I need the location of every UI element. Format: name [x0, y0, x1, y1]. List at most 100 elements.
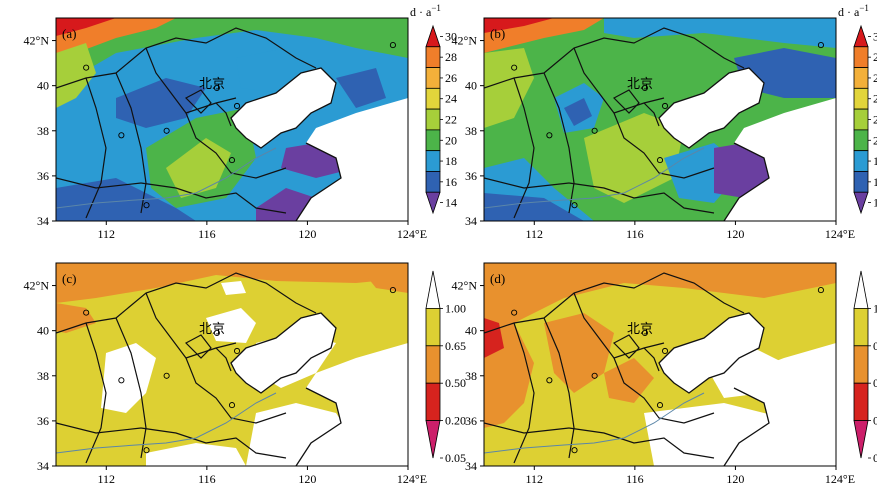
colorbar-swatch	[425, 46, 441, 68]
station-marker	[511, 309, 518, 316]
colorbar-swatch	[425, 108, 441, 131]
station-marker	[656, 402, 664, 409]
station-marker	[83, 64, 90, 71]
yellow-river	[484, 392, 705, 454]
station-marker	[228, 402, 236, 409]
map-area: 北京	[484, 263, 836, 466]
colorbars: 30 28 26 24 22 20 18 16 14 d · a−1 30 28 26 24 22 20 18 1…	[410, 3, 877, 465]
colorbar-swatch	[853, 150, 869, 172]
station-marker	[163, 372, 170, 379]
unit-exponent: −1	[859, 3, 869, 13]
station-markers	[511, 287, 824, 454]
station-marker	[389, 287, 396, 294]
station-marker	[591, 372, 598, 379]
colorbar-label: 16	[873, 175, 877, 189]
panel-b: 北京 (b)	[483, 17, 837, 222]
lat-tick-label: 38	[37, 124, 49, 138]
station-marker	[591, 127, 598, 134]
lat-tick-label: 40	[465, 79, 477, 93]
panel-d: 北京 (d)	[483, 262, 837, 467]
panel-c: 北京 (c)	[55, 262, 409, 467]
colorbar-label: 14	[445, 196, 457, 210]
colorbar-label: 30	[873, 29, 877, 43]
station-marker	[817, 42, 824, 49]
yellow-sea	[296, 98, 408, 221]
station-marker	[571, 447, 578, 454]
colorbar-label: 18	[873, 154, 877, 168]
station-marker	[118, 132, 125, 139]
colorbar-swatch	[425, 24, 441, 48]
lon-tick-label: 116	[626, 472, 644, 486]
bohai-sea	[231, 313, 336, 393]
station-marker	[163, 127, 170, 134]
lat-tick-label: 36	[465, 414, 477, 428]
coastline	[658, 312, 770, 466]
colorbar-label: 20	[445, 133, 457, 147]
lat-tick-label: 40	[37, 324, 49, 338]
colorbar-label: 26	[873, 71, 877, 85]
colorbar-swatch	[425, 129, 441, 152]
filled-contours	[56, 263, 408, 466]
colorbar-swatch	[425, 382, 441, 422]
axes-layer: 34 36 38 40 42°N 112 116 120 124°E 34 36 38 40 42°N 11…	[24, 34, 856, 486]
lon-tick-label: 120	[298, 227, 316, 241]
coastline	[230, 67, 342, 221]
lon-tick-label: 120	[298, 472, 316, 486]
province-borders	[56, 27, 317, 219]
colorbar-swatch	[853, 191, 869, 215]
colorbar-swatch	[425, 150, 441, 172]
colorbar-swatch	[425, 345, 441, 384]
beijing-label: 北京	[199, 76, 225, 91]
colorbar-label: 0.65	[873, 339, 877, 353]
station-markers	[83, 42, 396, 209]
beijing-label: 北京	[627, 321, 653, 336]
colorbar-swatch	[425, 67, 441, 89]
station-marker	[641, 84, 648, 91]
lat-tick-label: 40	[37, 79, 49, 93]
beijing-label: 北京	[627, 76, 653, 91]
panel-label: (b)	[490, 26, 505, 41]
station-marker	[213, 329, 220, 336]
lon-tick-label: 112	[98, 227, 116, 241]
lat-tick-label: 38	[465, 369, 477, 383]
colorbar-swatch	[425, 191, 441, 215]
colorbar-unit: d · a−1	[410, 3, 441, 19]
lon-tick-label: 120	[726, 472, 744, 486]
colorbar-label: 26	[445, 71, 457, 85]
panel-label: (a)	[62, 26, 76, 41]
lat-tick-label: 36	[37, 414, 49, 428]
colorbar-unit: d · a−1	[838, 3, 869, 19]
colorbar-label: 22	[873, 113, 877, 127]
station-marker	[511, 64, 518, 71]
colorbar: 30 28 26 24 22 20 18 16 14 d · a−1	[410, 3, 457, 215]
lat-tick-label: 34	[37, 214, 49, 228]
map-area: 北京	[484, 18, 836, 221]
station-marker	[546, 377, 553, 384]
station-marker	[389, 42, 396, 49]
map-area: 北京	[56, 18, 408, 221]
colorbar-swatch	[425, 307, 441, 347]
panel-a: 北京 (a)	[55, 17, 409, 222]
lat-tick-label: 34	[37, 459, 49, 473]
station-marker	[213, 84, 220, 91]
yellow-sea	[296, 343, 408, 466]
colorbar-swatch	[425, 171, 441, 193]
coastline	[230, 312, 342, 466]
lat-tick-label: 42°N	[24, 34, 50, 48]
colorbar: 1.00 0.65 0.50 0.20 0.05	[425, 270, 466, 465]
colorbar-swatch	[853, 67, 869, 89]
map-frame	[55, 262, 409, 467]
colorbar-swatch	[853, 108, 869, 131]
station-marker	[641, 329, 648, 336]
lat-tick-label: 34	[465, 459, 477, 473]
lat-tick-label: 34	[465, 214, 477, 228]
lon-tick-label: 124°E	[397, 227, 427, 241]
unit-exponent: −1	[431, 3, 441, 13]
colorbar-label: 0.05	[445, 451, 466, 465]
lon-tick-label: 124°E	[825, 227, 855, 241]
station-marker	[143, 202, 150, 209]
lon-tick-label: 120	[726, 227, 744, 241]
lat-tick-label: 38	[465, 124, 477, 138]
lon-tick-label: 116	[626, 227, 644, 241]
colorbar-label: 0.20	[873, 414, 877, 428]
